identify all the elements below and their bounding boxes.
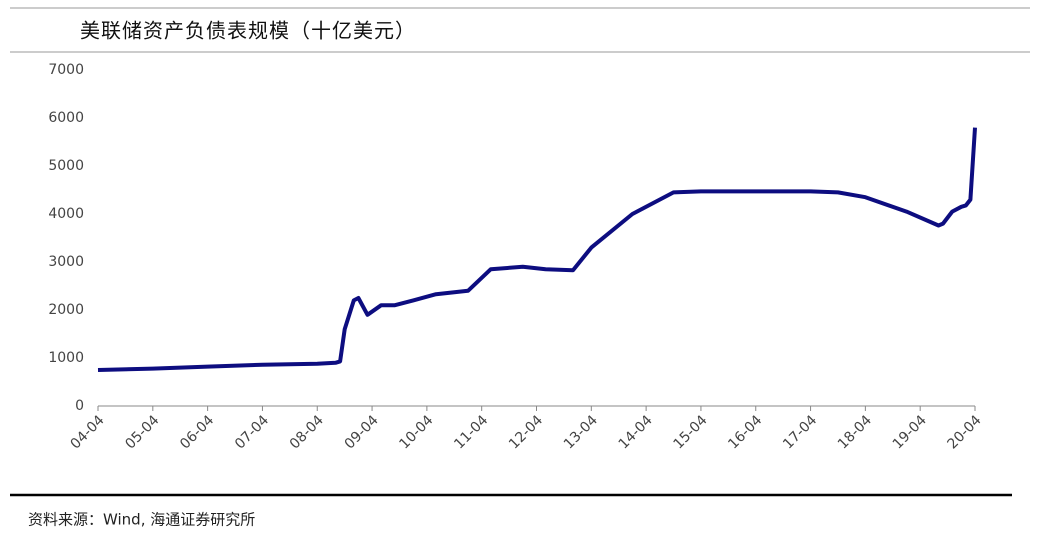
y-tick-label: 7000 xyxy=(48,62,84,78)
y-tick-label: 2000 xyxy=(48,302,84,318)
x-tick-label: 06-04 xyxy=(177,412,217,452)
x-tick-label: 12-04 xyxy=(506,412,546,452)
x-tick-label: 19-04 xyxy=(890,412,930,452)
y-tick-label: 5000 xyxy=(48,158,84,174)
x-tick-label: 16-04 xyxy=(725,412,765,452)
x-tick-label: 04-04 xyxy=(68,412,108,452)
x-tick-label: 17-04 xyxy=(780,412,820,452)
y-tick-label: 1000 xyxy=(48,350,84,366)
x-tick-label: 15-04 xyxy=(671,412,711,452)
x-tick-label: 09-04 xyxy=(342,412,382,452)
x-tick-label: 18-04 xyxy=(835,412,875,452)
y-tick-label: 4000 xyxy=(48,206,84,222)
x-tick-label: 05-04 xyxy=(122,412,162,452)
source-note: 资料来源：Wind, 海通证券研究所 xyxy=(28,511,255,529)
x-tick-label: 10-04 xyxy=(396,412,436,452)
x-tick-label: 14-04 xyxy=(616,412,656,452)
x-tick-label: 13-04 xyxy=(561,412,601,452)
y-tick-label: 6000 xyxy=(48,110,84,126)
data-line xyxy=(97,127,977,372)
chart-title: 美联储资产负债表规模（十亿美元） xyxy=(80,19,416,43)
x-tick-label: 11-04 xyxy=(451,412,491,452)
y-tick-label: 0 xyxy=(75,398,84,414)
x-tick-label: 07-04 xyxy=(232,412,272,452)
y-tick-label: 3000 xyxy=(48,254,84,270)
x-tick-label: 20-04 xyxy=(945,412,985,452)
x-tick-label: 08-04 xyxy=(287,412,327,452)
